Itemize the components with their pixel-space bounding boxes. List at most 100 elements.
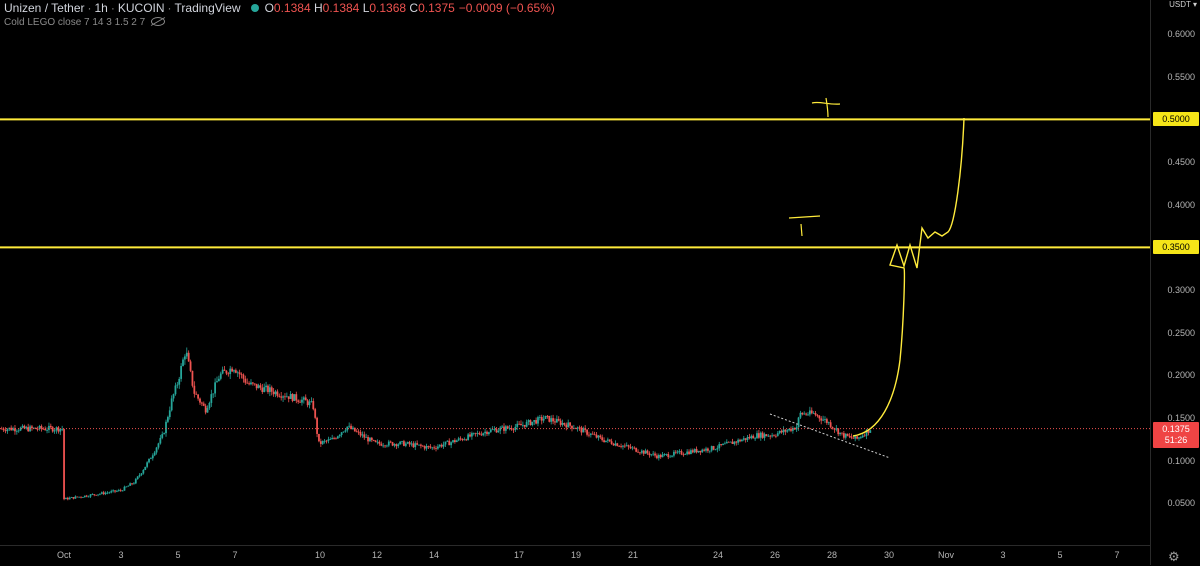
candle-body xyxy=(316,417,318,434)
candle-body xyxy=(544,415,547,419)
candle-body xyxy=(520,424,522,426)
candle-body xyxy=(138,475,141,477)
candle-body xyxy=(389,441,392,443)
candle-body xyxy=(227,373,230,375)
candle-body xyxy=(333,438,335,439)
candle-body xyxy=(36,428,39,430)
time-tick-label: 5 xyxy=(1057,550,1063,560)
candle-body xyxy=(6,429,9,432)
candle-body xyxy=(110,491,113,493)
candle-body xyxy=(699,450,702,453)
candle-body xyxy=(382,445,385,447)
candle-body xyxy=(601,437,604,441)
candle-body xyxy=(467,434,470,441)
candle-body xyxy=(442,444,445,447)
candle-body xyxy=(217,378,220,382)
time-axis[interactable]: Oct 3 5 7 10 12 14 17 19 21 24 26 28 30 Nov 3 5 7 xyxy=(0,545,1150,566)
time-tick-label: 5 xyxy=(175,550,181,560)
candle-body xyxy=(752,435,755,439)
currency-selector[interactable]: USDT ▾ xyxy=(1169,0,1197,9)
candle-body xyxy=(151,455,154,459)
candle-body xyxy=(297,400,300,402)
candle-body xyxy=(229,368,232,375)
indicator-legend[interactable]: Cold LEGO close 7 14 3 1.5 2 7 xyxy=(4,17,166,28)
candle-body xyxy=(161,434,164,438)
candle-body xyxy=(395,444,398,447)
candle-body xyxy=(10,427,13,431)
candle-body xyxy=(635,447,638,452)
candle-body xyxy=(850,436,853,438)
candle-body xyxy=(516,423,519,427)
candle-body xyxy=(131,483,133,485)
candle-body xyxy=(365,436,368,438)
candle-body xyxy=(174,385,177,395)
gear-icon[interactable]: ⚙ xyxy=(1168,549,1180,564)
candle-body xyxy=(695,448,698,453)
candle-body xyxy=(376,441,379,443)
symbol-name[interactable]: Unizen / Tether xyxy=(4,1,85,15)
candle-body xyxy=(778,430,781,434)
time-tick-label: 10 xyxy=(314,550,326,560)
candle-body xyxy=(661,454,664,458)
time-tick-label: 3 xyxy=(118,550,124,560)
candle-body xyxy=(722,443,724,446)
candle-body xyxy=(620,446,622,447)
candle-body xyxy=(478,433,481,435)
candle-body xyxy=(756,433,758,439)
candle-body xyxy=(278,395,281,397)
candle-body xyxy=(633,447,636,449)
candle-body xyxy=(454,440,456,443)
candle-body xyxy=(280,396,283,398)
candle-body xyxy=(200,402,203,404)
price-chart[interactable] xyxy=(0,0,1150,545)
time-tick-label: 17 xyxy=(513,550,525,560)
trend-line[interactable] xyxy=(769,413,891,459)
candle-body xyxy=(673,451,675,456)
candle-body xyxy=(144,466,147,470)
candle-body xyxy=(397,444,400,447)
candle-body xyxy=(202,403,205,406)
drawing-mark-1 xyxy=(788,97,841,237)
candle-body xyxy=(627,445,630,447)
candle-body xyxy=(384,445,386,447)
candle-body xyxy=(754,438,757,440)
candle-body xyxy=(791,427,794,431)
level-price-label: 0.5000 xyxy=(1153,112,1199,127)
price-axis[interactable]: USDT ▾ 0.6000 0.5500 0.5000 0.4500 0.4000 0.3… xyxy=(1150,0,1200,565)
chart-area[interactable]: Unizen / Tether · 1h · KUCOIN · TradingView O0.… xyxy=(0,0,1150,545)
source: TradingView xyxy=(174,1,241,15)
high-value: 0.1384 xyxy=(322,1,360,15)
candle-body xyxy=(542,418,545,421)
candle-body xyxy=(427,446,430,447)
candle-body xyxy=(831,427,834,429)
time-tick-label: Nov xyxy=(937,550,955,560)
candle-body xyxy=(421,445,424,447)
candle-body xyxy=(72,497,75,499)
candle-body xyxy=(68,497,71,500)
price-tick-label: 0.2000 xyxy=(1167,370,1195,381)
candle-body xyxy=(51,427,54,432)
candle-body xyxy=(399,441,402,445)
interval[interactable]: 1h xyxy=(94,1,108,15)
candle-body xyxy=(716,448,719,450)
candle-body xyxy=(608,439,611,442)
candle-body xyxy=(191,370,194,386)
candle-body xyxy=(644,450,647,454)
eye-hidden-icon[interactable] xyxy=(151,17,166,26)
projection-drawing[interactable] xyxy=(852,117,965,437)
candle-body xyxy=(172,394,175,399)
candle-body xyxy=(580,427,583,433)
candle-body xyxy=(274,391,277,395)
candle-body xyxy=(112,490,115,492)
candle-body xyxy=(355,431,358,433)
candle-body xyxy=(684,454,687,455)
candle-body xyxy=(561,422,564,425)
candle-body xyxy=(342,431,345,433)
candle-body xyxy=(790,428,792,431)
candle-body xyxy=(319,441,322,444)
candle-body xyxy=(393,444,396,446)
candle-body xyxy=(116,490,118,492)
price-tick-label: 0.6000 xyxy=(1167,29,1195,40)
candle-body xyxy=(701,449,704,453)
candle-body xyxy=(261,387,264,393)
